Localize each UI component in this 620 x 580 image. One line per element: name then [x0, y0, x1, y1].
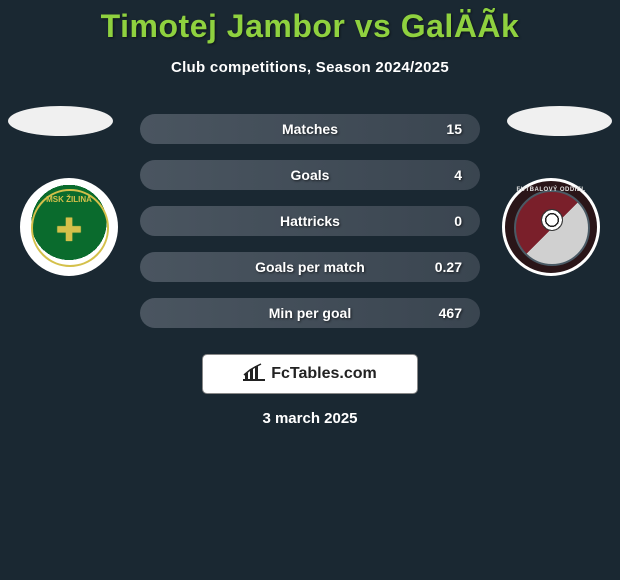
stat-label: Goals per match	[255, 259, 365, 275]
stat-row-mpg: Min per goal 467	[140, 298, 480, 328]
chart-icon	[243, 363, 265, 386]
club-badge-right: FUTBALOVÝ ODDIEL	[502, 178, 600, 276]
stat-label: Min per goal	[269, 305, 351, 321]
stat-value: 0.27	[435, 259, 462, 275]
club-name-right: FUTBALOVÝ ODDIEL	[505, 187, 597, 193]
stat-label: Hattricks	[280, 213, 340, 229]
stat-row-goals: Goals 4	[140, 160, 480, 190]
stat-value: 467	[439, 305, 462, 321]
comparison-body: MSK ŽILINA ✚ FUTBALOVÝ ODDIEL Matches 15…	[0, 106, 620, 336]
page-title: Timotej Jambor vs GalÄÃ­k	[0, 0, 620, 45]
stat-row-gpm: Goals per match 0.27	[140, 252, 480, 282]
football-icon	[541, 209, 563, 231]
badge-cross-icon: ✚	[23, 211, 115, 249]
stat-value: 15	[446, 121, 462, 137]
player-right-name-plate	[507, 106, 612, 136]
stat-label: Goals	[291, 167, 330, 183]
comparison-date: 3 march 2025	[0, 410, 620, 427]
stat-value: 0	[454, 213, 462, 229]
brand-text: FcTables.com	[271, 365, 377, 383]
stat-row-matches: Matches 15	[140, 114, 480, 144]
club-name-left: MSK ŽILINA	[23, 195, 115, 204]
comparison-card: Timotej Jambor vs GalÄÃ­k Club competiti…	[0, 0, 620, 580]
page-subtitle: Club competitions, Season 2024/2025	[0, 59, 620, 76]
stat-label: Matches	[282, 121, 338, 137]
stat-row-hattricks: Hattricks 0	[140, 206, 480, 236]
stat-value: 4	[454, 167, 462, 183]
player-left-name-plate	[8, 106, 113, 136]
club-badge-left: MSK ŽILINA ✚	[20, 178, 118, 276]
brand-link[interactable]: FcTables.com	[202, 354, 418, 394]
